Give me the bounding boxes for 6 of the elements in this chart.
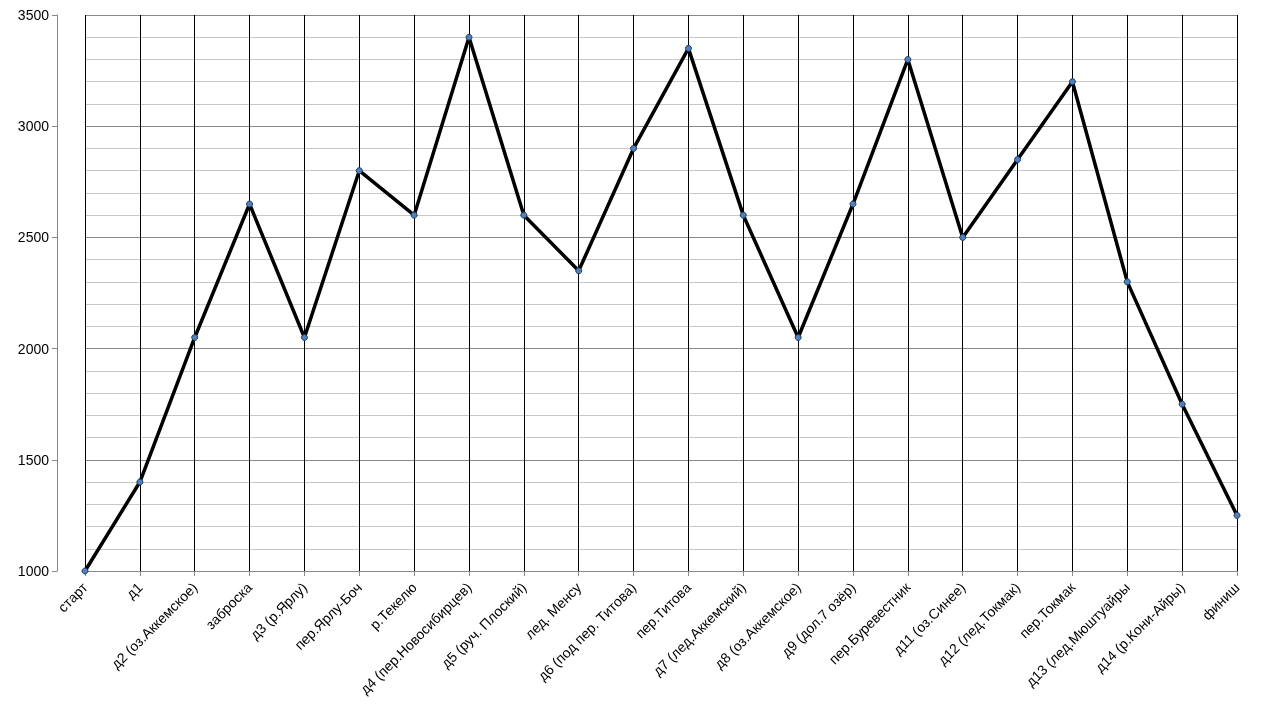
y-tick-label: 2000 [17, 340, 50, 357]
y-tick-label: 1000 [17, 563, 50, 579]
y-tick-label: 3000 [17, 118, 50, 135]
y-tick-label: 1500 [17, 451, 50, 468]
y-tick-label: 2500 [17, 229, 50, 246]
y-tick-label: 3500 [17, 7, 50, 23]
